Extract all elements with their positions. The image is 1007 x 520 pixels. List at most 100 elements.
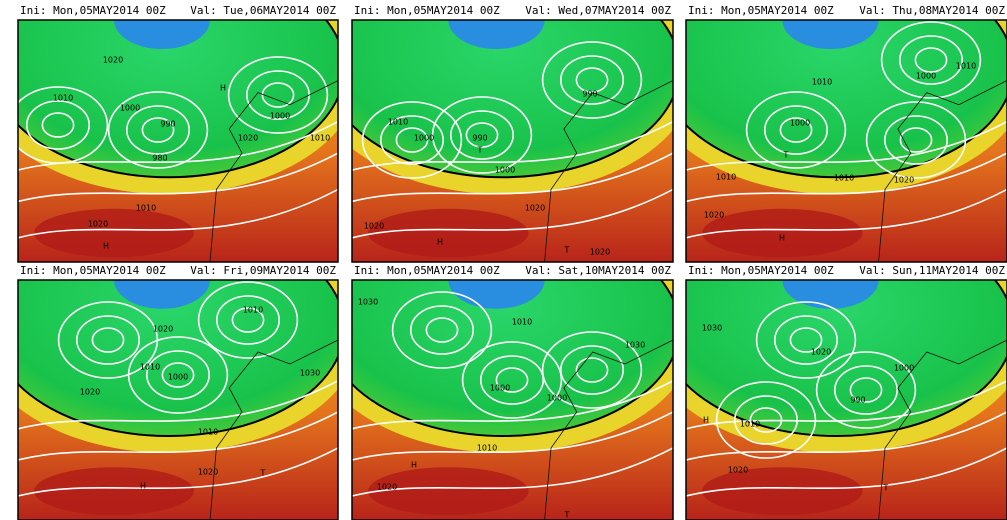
init-time: Ini: Mon,05MAY2014 00Z (688, 4, 834, 17)
cold-core (114, 20, 210, 50)
init-time: Ini: Mon,05MAY2014 00Z (20, 264, 166, 277)
isobar (575, 357, 609, 383)
isobar (559, 55, 624, 105)
pressure-label: 1010 (512, 318, 532, 327)
isobar (261, 82, 295, 108)
weather-map: 1000 1010 1000 T 1010 1010 1020 1020 H 1010 (686, 20, 1007, 262)
isobar (352, 380, 673, 430)
pressure-label: 1000 (495, 166, 515, 175)
valid-time: Val: Fri,09MAY2014 00Z (190, 264, 336, 277)
isobar (425, 317, 459, 343)
isobar (18, 380, 338, 430)
isobar (755, 301, 857, 379)
pressure-label: 1030 (625, 341, 645, 350)
isobar (18, 411, 338, 461)
pressure-label: 1000 (894, 364, 914, 373)
isobar (686, 188, 1007, 239)
pressure-label: 1020 (811, 348, 831, 357)
high-pressure (34, 208, 194, 258)
map-frame (17, 279, 339, 520)
high-pressure (368, 467, 529, 516)
isobar (733, 395, 798, 445)
weather-map: 1020 1010 1000 990 980 1000 1010 1020 1010 1020 H H (18, 20, 338, 262)
pressure-label: 1020 (364, 222, 384, 231)
pressure-label: 990 (160, 120, 175, 129)
isobar (686, 120, 1007, 171)
pressure-label: 1020 (198, 468, 218, 477)
pressure-label: 990 (472, 134, 487, 143)
pressure-label: 1010 (136, 204, 156, 213)
init-time: Ini: Mon,05MAY2014 00Z (688, 264, 834, 277)
isobar (745, 91, 847, 169)
pressure-label: 1000 (168, 373, 188, 382)
isobar (880, 21, 982, 99)
isobar (833, 365, 898, 415)
isobar (773, 315, 838, 365)
pressure-label: 1020 (88, 220, 108, 229)
isobar (763, 105, 828, 155)
isobar (914, 47, 948, 73)
pressure-label: H (779, 234, 785, 243)
isobar (479, 355, 544, 405)
valid-time: Val: Sat,10MAY2014 00Z (525, 264, 671, 277)
isobar (126, 105, 191, 155)
pressure-label: 1010 (310, 134, 330, 143)
init-time: Ini: Mon,05MAY2014 00Z (354, 4, 500, 17)
cold-core (782, 20, 879, 50)
isobar (352, 120, 673, 171)
init-time: Ini: Mon,05MAY2014 00Z (20, 4, 166, 17)
pressure-label: 1020 (894, 176, 914, 185)
isobar (409, 305, 474, 355)
coastline (544, 339, 673, 520)
isobar (465, 122, 499, 148)
pressure-label: T (260, 469, 266, 478)
pressure-label: 1000 (120, 104, 140, 113)
isobar (686, 380, 1007, 430)
coastline (209, 339, 338, 520)
green-area (352, 280, 673, 437)
cold-core (448, 20, 545, 50)
isobar (495, 367, 529, 393)
coastline (878, 80, 1007, 262)
valid-time: Val: Wed,07MAY2014 00Z (525, 4, 671, 17)
isobar (715, 381, 817, 459)
isobar (146, 350, 211, 400)
coastline (544, 80, 673, 262)
pressure-label: H (703, 416, 709, 425)
isobar (686, 411, 1007, 461)
isobar (231, 307, 265, 333)
isobar (91, 327, 125, 353)
isobar (352, 411, 673, 461)
pressure-label: 1000 (490, 384, 510, 393)
isobar (41, 112, 75, 138)
pressure-label: 990 (850, 396, 865, 405)
isobar (883, 115, 948, 165)
pressure-label: 1030 (358, 298, 378, 307)
isobar (541, 41, 643, 119)
pressure-label: T (564, 246, 570, 255)
pressure-label: T (783, 151, 789, 160)
weather-map: 1010 1000 990 T 1000 1020 1020 H 990 T 1020 (352, 20, 673, 262)
pressure-label: T (883, 484, 889, 493)
pressure-label: 1010 (53, 94, 73, 103)
isobar (76, 315, 141, 365)
pressure-label: 1020 (80, 388, 100, 397)
isobar (686, 447, 1007, 497)
pressure-label: 1010 (834, 174, 854, 183)
isobar (352, 152, 673, 203)
pressure-label: H (103, 242, 109, 251)
pressure-label: 1010 (198, 428, 218, 437)
pressure-label: H (140, 482, 146, 491)
init-time: Ini: Mon,05MAY2014 00Z (354, 264, 500, 277)
pressure-label: 1030 (702, 324, 722, 333)
pressure-label: 1010 (812, 78, 832, 87)
pressure-label: 1020 (590, 248, 610, 257)
pressure-label: 1000 (790, 119, 810, 128)
pressure-label: 1010 (243, 306, 263, 315)
isobar (379, 115, 444, 165)
pressure-label: 1010 (956, 62, 976, 71)
valid-time: Val: Thu,08MAY2014 00Z (859, 4, 1005, 17)
pressure-label: T (564, 511, 570, 520)
cold-core (448, 280, 545, 309)
pressure-label: 1030 (300, 369, 320, 378)
